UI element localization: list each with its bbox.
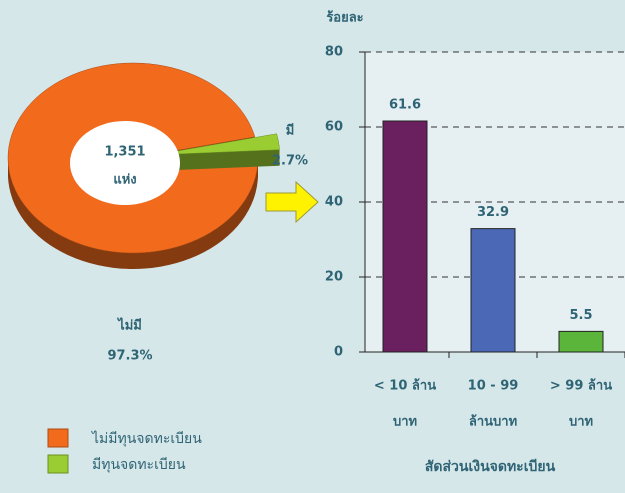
legend-swatch [47, 428, 69, 448]
y-tick-label: 60 [325, 120, 343, 135]
y-tick-label: 40 [325, 195, 343, 210]
legend-label: ไม่มีทุนจดทะเบียน [91, 430, 202, 447]
legend-swatch [47, 454, 69, 474]
x-axis-label: สัดส่วนเงินจดทะเบียน [425, 459, 556, 475]
slice-value-label: 2.7% [272, 154, 308, 169]
bar [382, 120, 428, 353]
pie-slice [154, 133, 280, 156]
center-label: 1,351 [104, 145, 145, 160]
slice-label: มี [286, 123, 295, 139]
bar [558, 330, 604, 353]
x-tick-label: บาท [393, 415, 417, 430]
legend-label: มีทุนจดทะเบียน [92, 457, 186, 473]
center-label: แห่ง [113, 173, 136, 188]
x-tick-label: บาท [569, 415, 593, 430]
slice-value-label: 97.3% [107, 349, 152, 364]
bar [470, 228, 516, 353]
x-tick-label: < 10 ล้าน [374, 378, 436, 394]
y-tick-label: 80 [325, 45, 343, 60]
arrow [265, 180, 319, 224]
y-tick-label: 0 [334, 345, 343, 360]
pie-center [70, 121, 180, 205]
y-axis-label: ร้อยละ [326, 10, 363, 26]
value-label: 5.5 [569, 308, 592, 323]
x-tick-label: > 99 ล้าน [550, 378, 612, 394]
slice-label: ไม่มี [116, 317, 142, 334]
value-label: 32.9 [477, 205, 509, 220]
y-tick-label: 20 [325, 270, 343, 285]
x-tick-label: ล้านบาท [469, 414, 517, 430]
value-label: 61.6 [389, 98, 421, 113]
x-tick-label: 10 - 99 [468, 379, 519, 394]
